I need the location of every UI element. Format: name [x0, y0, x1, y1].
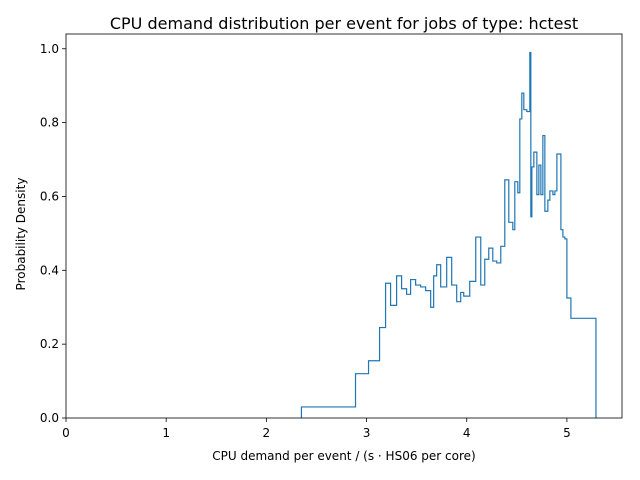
- y-tick-label: 0.4: [40, 263, 59, 277]
- x-tick-label: 5: [563, 426, 571, 440]
- y-axis-label: Probability Density: [14, 178, 28, 291]
- y-tick-label: 0.2: [40, 337, 59, 351]
- x-tick-label: 4: [463, 426, 471, 440]
- chart-title: CPU demand distribution per event for jo…: [110, 14, 578, 33]
- y-tick-label: 0.0: [40, 411, 59, 425]
- histogram-step-line: [300, 51, 597, 418]
- x-tick-label: 0: [62, 426, 70, 440]
- x-axis-label: CPU demand per event / (s · HS06 per cor…: [212, 449, 475, 463]
- x-tick-label: 3: [363, 426, 371, 440]
- x-axis-ticks: 0 1 2 3 4 5: [62, 418, 571, 440]
- x-tick-label: 2: [263, 426, 271, 440]
- y-axis-ticks: 0.0 0.2 0.4 0.6 0.8 1.0: [40, 42, 66, 425]
- x-tick-label: 1: [162, 426, 170, 440]
- y-tick-label: 1.0: [40, 42, 59, 56]
- plot-area: [65, 33, 623, 419]
- axes-frame: [65, 33, 623, 419]
- y-tick-label: 0.6: [40, 189, 59, 203]
- y-tick-label: 0.8: [40, 116, 59, 130]
